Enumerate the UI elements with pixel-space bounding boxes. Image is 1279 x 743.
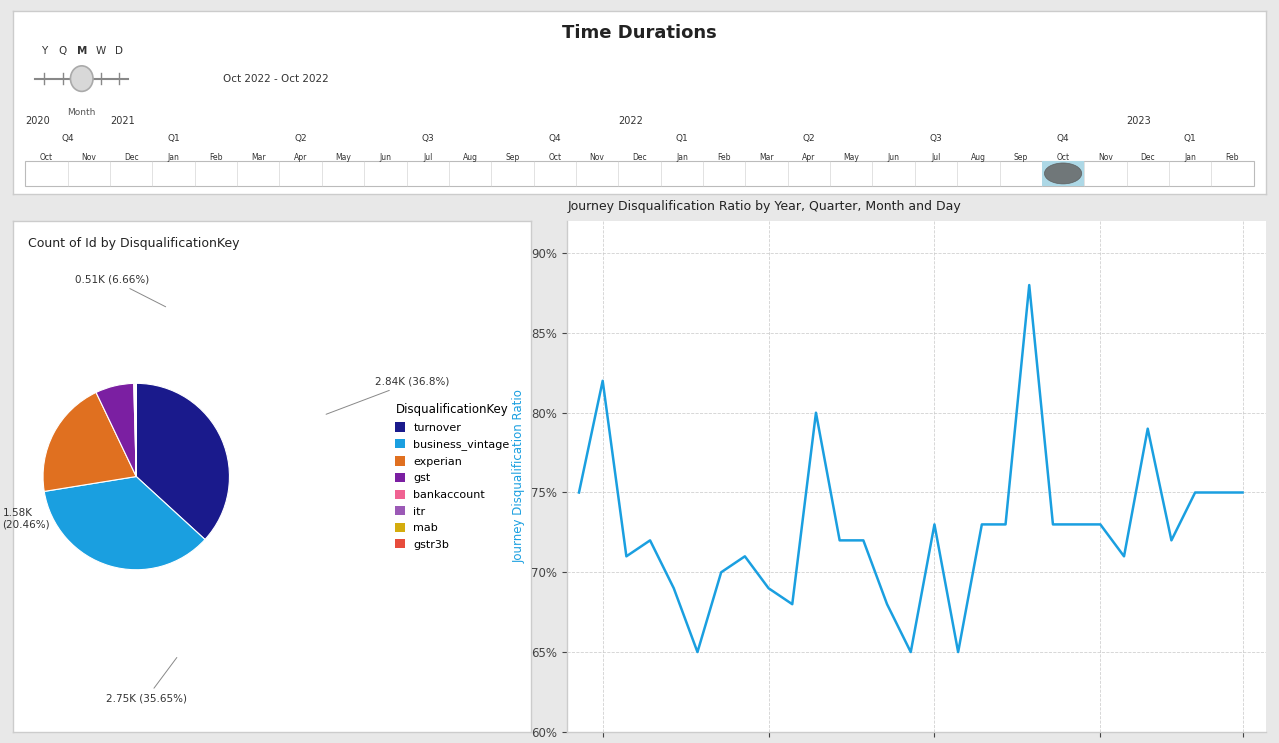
Text: Month: Month	[68, 108, 96, 117]
Ellipse shape	[1045, 163, 1082, 184]
Wedge shape	[137, 383, 229, 539]
Text: Q2: Q2	[294, 134, 307, 143]
Text: May: May	[843, 152, 859, 161]
Text: 1.58K
(20.46%): 1.58K (20.46%)	[3, 503, 61, 530]
Text: Q1: Q1	[168, 134, 180, 143]
Text: Feb: Feb	[718, 152, 732, 161]
Text: 2.75K (35.65%): 2.75K (35.65%)	[106, 658, 187, 703]
Text: Aug: Aug	[971, 152, 986, 161]
Text: Feb: Feb	[1225, 152, 1239, 161]
Text: Y: Y	[41, 46, 47, 56]
Text: Feb: Feb	[210, 152, 223, 161]
Text: Jul: Jul	[931, 152, 940, 161]
Text: Dec: Dec	[1141, 152, 1155, 161]
Text: Q2: Q2	[803, 134, 815, 143]
Text: Nov: Nov	[590, 152, 605, 161]
Text: Dec: Dec	[124, 152, 138, 161]
Text: Jan: Jan	[675, 152, 688, 161]
Legend: turnover, business_vintage, experian, gst, bankaccount, itr, mab, gstr3b: turnover, business_vintage, experian, gs…	[391, 400, 513, 553]
Wedge shape	[134, 383, 137, 476]
Text: Jul: Jul	[423, 152, 432, 161]
Text: Jan: Jan	[1184, 152, 1196, 161]
Text: Apr: Apr	[294, 152, 307, 161]
Text: 2021: 2021	[110, 116, 134, 126]
Text: Mar: Mar	[760, 152, 774, 161]
Wedge shape	[134, 383, 137, 476]
Text: 0.51K (6.66%): 0.51K (6.66%)	[75, 274, 166, 307]
Text: 2023: 2023	[1127, 116, 1151, 126]
Text: Oct: Oct	[1056, 152, 1069, 161]
Text: Nov: Nov	[1097, 152, 1113, 161]
Text: W: W	[96, 46, 106, 56]
Text: M: M	[77, 46, 87, 56]
Text: Q1: Q1	[675, 134, 688, 143]
Wedge shape	[43, 392, 137, 491]
Text: Jun: Jun	[380, 152, 391, 161]
Text: Nov: Nov	[82, 152, 96, 161]
FancyBboxPatch shape	[26, 160, 1253, 186]
Text: Q1: Q1	[1184, 134, 1197, 143]
Text: Q4: Q4	[549, 134, 561, 143]
Text: Time Durations: Time Durations	[563, 24, 716, 42]
Wedge shape	[96, 383, 137, 476]
Text: 2022: 2022	[618, 116, 643, 126]
Text: Q3: Q3	[930, 134, 943, 143]
Text: Oct 2022 - Oct 2022: Oct 2022 - Oct 2022	[223, 74, 329, 84]
Text: Count of Id by DisqualificationKey: Count of Id by DisqualificationKey	[28, 236, 240, 250]
Text: Mar: Mar	[251, 152, 266, 161]
Text: Jan: Jan	[168, 152, 179, 161]
Text: Dec: Dec	[632, 152, 647, 161]
Text: Aug: Aug	[463, 152, 477, 161]
Ellipse shape	[70, 66, 93, 91]
Text: Jun: Jun	[888, 152, 899, 161]
Text: Q: Q	[59, 46, 67, 56]
Text: 2.84K (36.8%): 2.84K (36.8%)	[326, 377, 450, 415]
Bar	[1042, 160, 1085, 186]
Text: Oct: Oct	[549, 152, 561, 161]
Text: Q4: Q4	[1056, 134, 1069, 143]
Text: May: May	[335, 152, 350, 161]
Y-axis label: Journey Disqualification Ratio: Journey Disqualification Ratio	[513, 389, 526, 563]
Text: D: D	[115, 46, 123, 56]
Text: 2020: 2020	[26, 116, 50, 126]
Text: Q3: Q3	[421, 134, 434, 143]
Text: Oct: Oct	[40, 152, 52, 161]
Text: Sep: Sep	[1013, 152, 1028, 161]
Text: Journey Disqualification Ratio by Year, Quarter, Month and Day: Journey Disqualification Ratio by Year, …	[567, 200, 961, 213]
Wedge shape	[45, 476, 205, 570]
Text: Apr: Apr	[802, 152, 816, 161]
Text: Sep: Sep	[505, 152, 519, 161]
Text: Q4: Q4	[61, 134, 74, 143]
